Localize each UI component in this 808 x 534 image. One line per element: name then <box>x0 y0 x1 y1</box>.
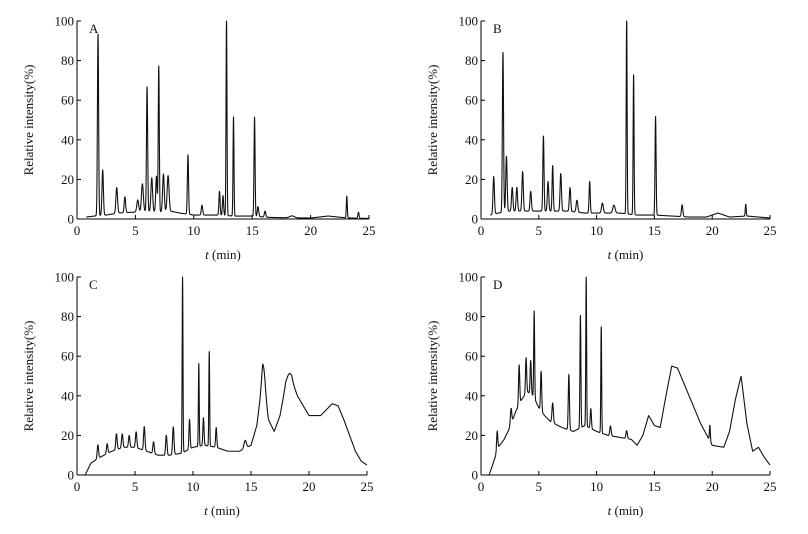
y-tick-label: 40 <box>61 132 74 147</box>
y-tick-label: 60 <box>61 349 74 364</box>
y-tick-label: 20 <box>61 172 74 187</box>
y-tick-label: 80 <box>465 309 478 324</box>
y-tick-label: 100 <box>459 270 479 285</box>
x-axis-title-unit: (min) <box>614 503 643 518</box>
panel-b: 0 20 40 60 80 100 0 5 10 15 20 25 B Relative intensit… <box>425 14 777 263</box>
y-tick-label: 60 <box>61 93 74 108</box>
x-tick-label: 25 <box>363 223 376 238</box>
x-tick-label: 5 <box>132 223 139 238</box>
y-axis-title: Relative intensity(%) <box>21 65 36 176</box>
y-tick-label: 40 <box>465 132 478 147</box>
x-tick-label: 10 <box>590 223 603 238</box>
y-tick-label: 100 <box>55 14 75 29</box>
chromatogram-trace <box>488 276 771 476</box>
y-axis-title: Relative intensity(%) <box>425 321 440 432</box>
x-axis-title: t (min) <box>608 503 644 518</box>
x-tick-label: 0 <box>478 223 485 238</box>
chromatogram-trace <box>84 276 368 476</box>
x-tick-label: 15 <box>648 223 661 238</box>
y-tick-label: 20 <box>61 428 74 443</box>
y-tick-label: 60 <box>465 93 478 108</box>
x-tick-label: 5 <box>536 479 543 494</box>
y-tick-label: 40 <box>465 388 478 403</box>
x-tick-label: 0 <box>74 223 81 238</box>
x-tick-label: 10 <box>590 479 603 494</box>
x-axis-title-variable: t <box>204 503 208 518</box>
y-tick-label: 80 <box>61 53 74 68</box>
x-axis-title-variable: t <box>608 503 612 518</box>
y-tick-label: 60 <box>465 349 478 364</box>
panel-label: B <box>493 21 502 36</box>
y-tick-label: 0 <box>68 212 75 227</box>
x-axis-title-unit: (min) <box>211 503 240 518</box>
y-tick-label: 100 <box>55 270 75 285</box>
panel-label: C <box>89 277 98 292</box>
x-tick-label: 5 <box>536 223 543 238</box>
x-tick-label: 5 <box>132 479 139 494</box>
y-tick-label: 20 <box>465 172 478 187</box>
x-axis-title-variable: t <box>608 247 612 262</box>
x-axis-title: t (min) <box>608 247 644 262</box>
panel-a: 0 20 40 60 80 100 0 5 10 15 20 25 A Relative intensit… <box>21 14 376 263</box>
panel-label: A <box>89 21 99 36</box>
chromatogram-trace <box>85 20 370 219</box>
panel-d: 0 20 40 60 80 100 0 5 10 15 20 25 D Relative intensit… <box>425 270 777 519</box>
panel-label: D <box>493 277 502 292</box>
x-tick-label: 0 <box>478 479 485 494</box>
y-axis-title: Relative intensity(%) <box>425 65 440 176</box>
x-tick-label: 10 <box>187 223 200 238</box>
x-tick-label: 20 <box>706 479 719 494</box>
y-tick-label: 20 <box>465 428 478 443</box>
y-tick-label: 0 <box>472 212 479 227</box>
y-tick-label: 80 <box>465 53 478 68</box>
x-tick-label: 20 <box>304 223 317 238</box>
y-tick-label: 100 <box>459 14 479 29</box>
x-tick-label: 25 <box>764 479 777 494</box>
x-tick-label: 20 <box>706 223 719 238</box>
x-tick-label: 10 <box>187 479 200 494</box>
x-tick-label: 25 <box>361 479 374 494</box>
panel-c: 0 20 40 60 80 100 0 5 10 15 20 25 C Relative intensit… <box>21 270 374 519</box>
x-tick-label: 15 <box>245 479 258 494</box>
y-tick-label: 0 <box>68 468 75 483</box>
y-tick-label: 0 <box>472 468 479 483</box>
x-tick-label: 15 <box>648 479 661 494</box>
x-axis-title-unit: (min) <box>212 247 241 262</box>
x-axis-title: t (min) <box>205 247 241 262</box>
y-axis-title: Relative intensity(%) <box>21 321 36 432</box>
x-tick-label: 15 <box>246 223 259 238</box>
y-tick-label: 40 <box>61 388 74 403</box>
x-axis-title: t (min) <box>204 503 240 518</box>
x-tick-label: 0 <box>74 479 81 494</box>
x-axis-title-unit: (min) <box>614 247 643 262</box>
x-tick-label: 25 <box>764 223 777 238</box>
chromatogram-trace <box>489 20 771 219</box>
y-tick-label: 80 <box>61 309 74 324</box>
x-tick-label: 20 <box>303 479 316 494</box>
x-axis-title-variable: t <box>205 247 209 262</box>
